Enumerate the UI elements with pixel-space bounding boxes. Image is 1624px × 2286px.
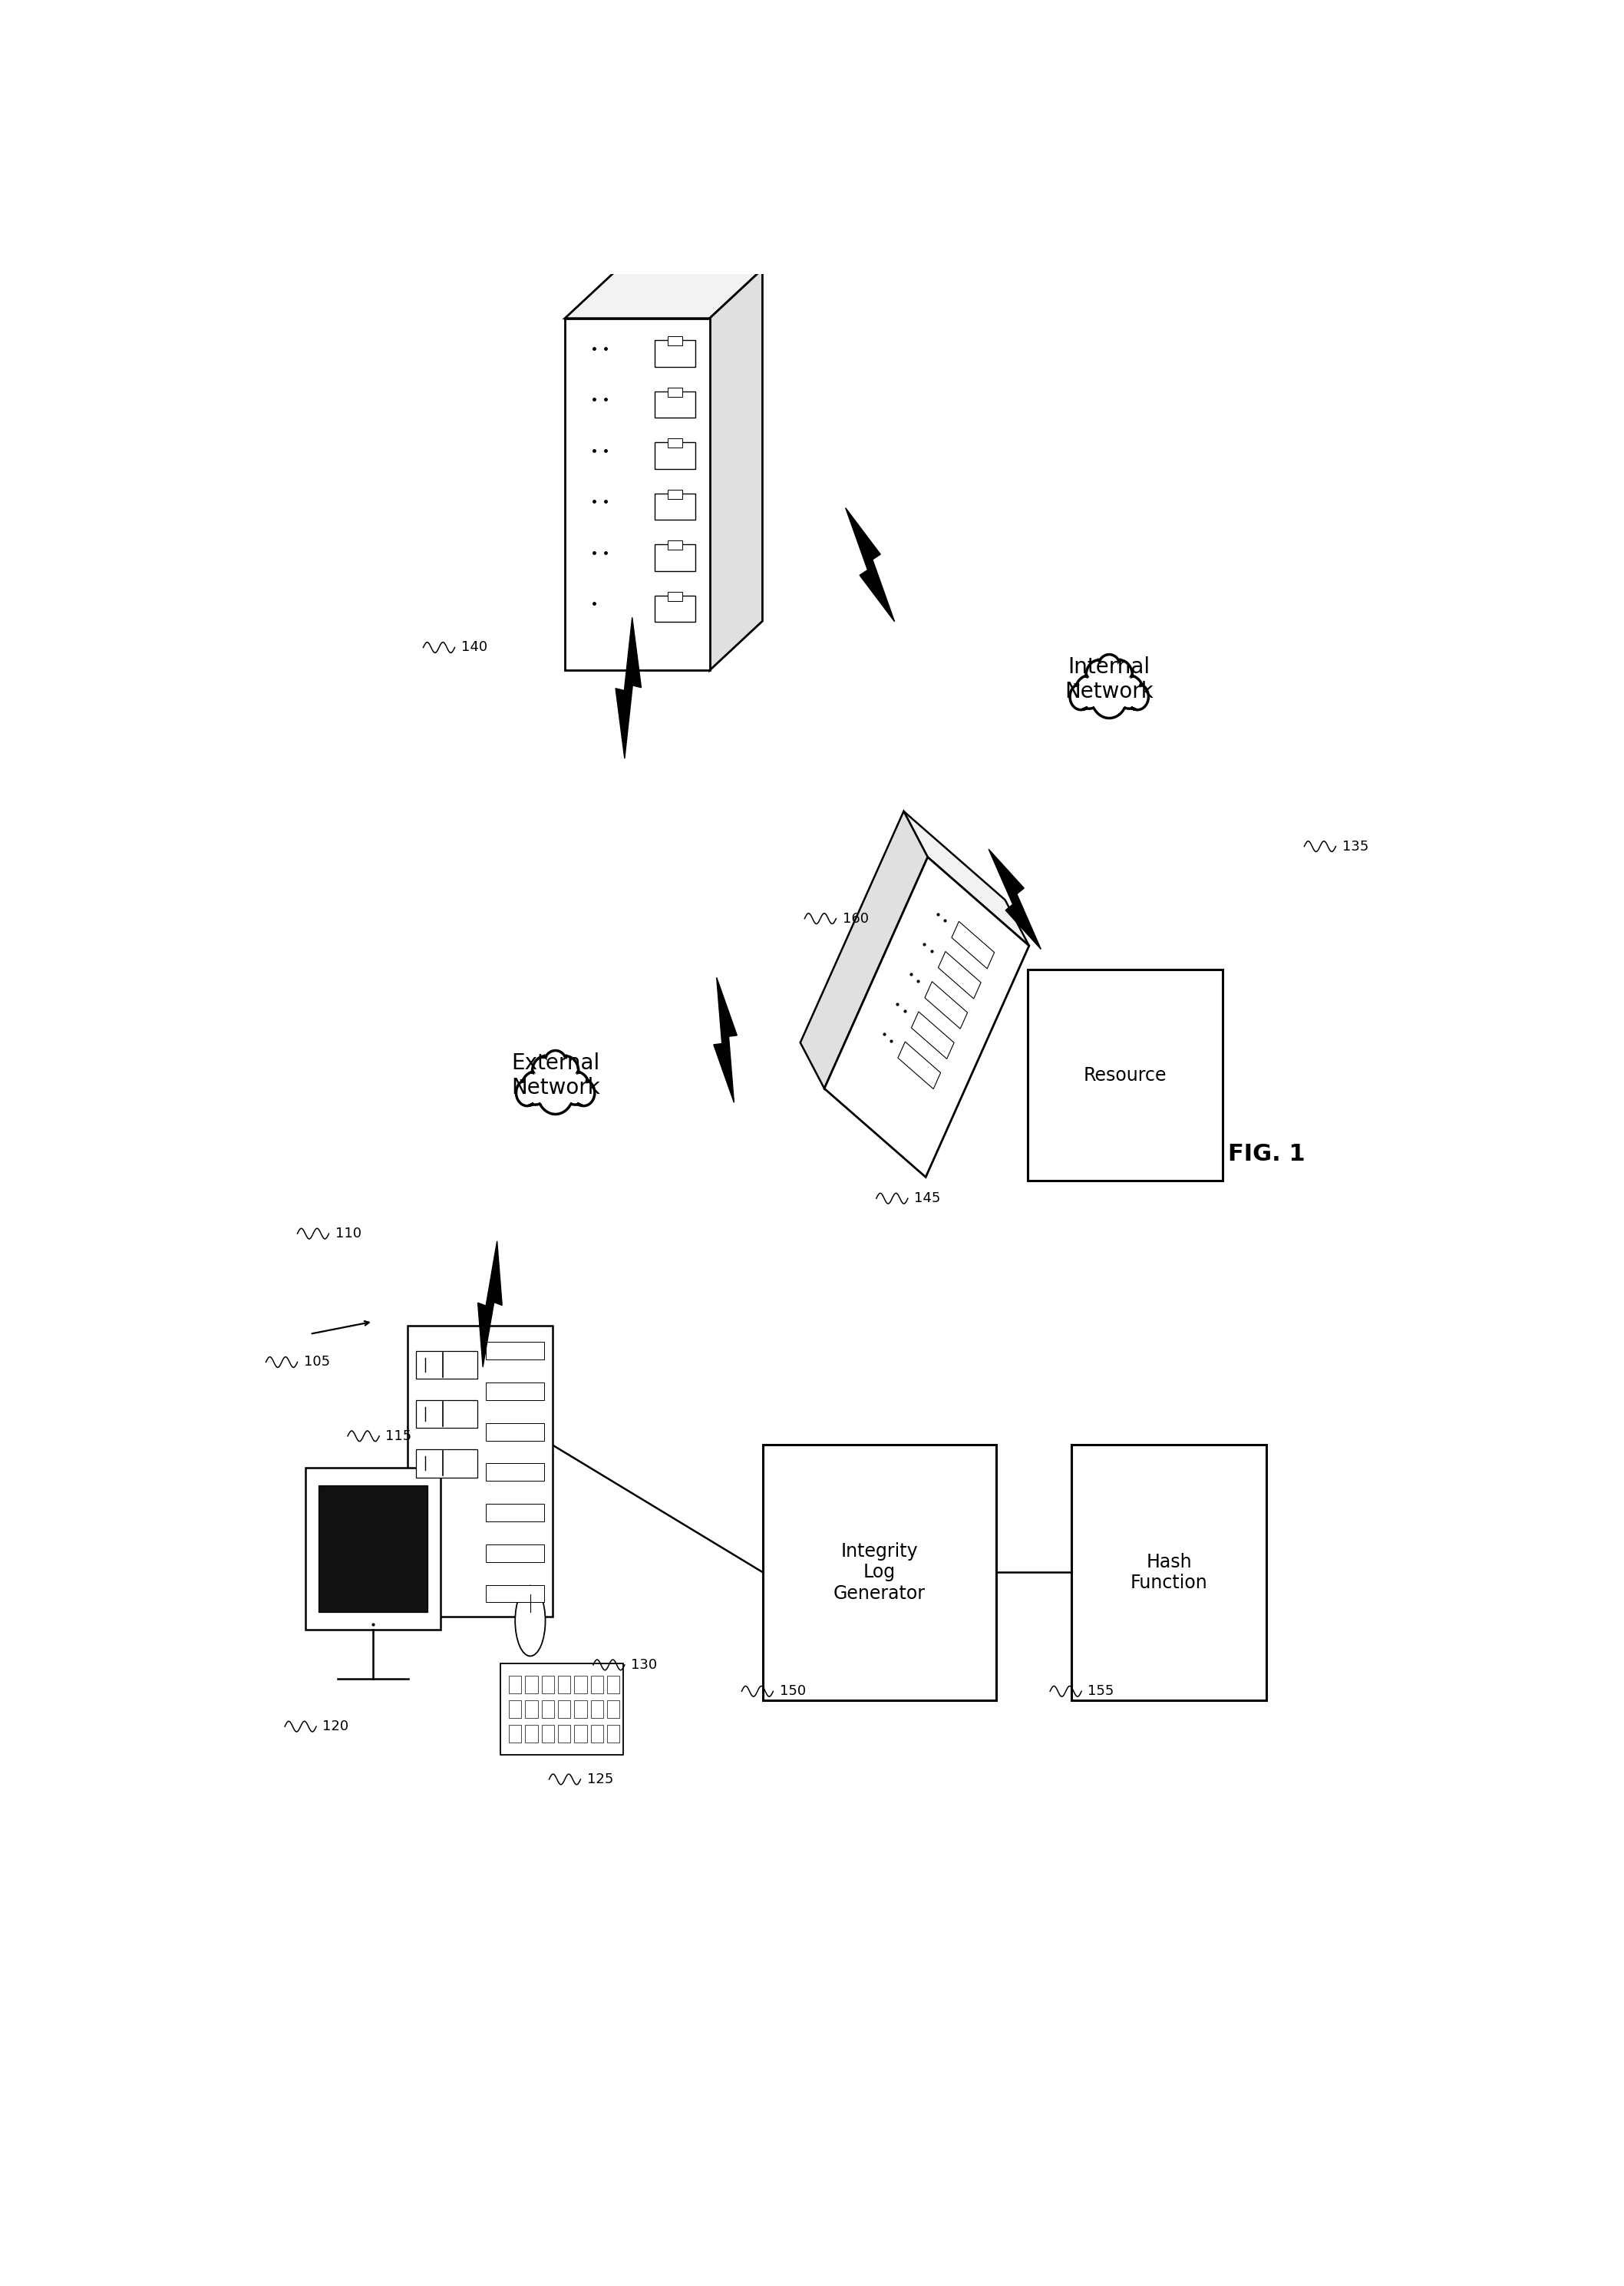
Bar [607,1701,620,1717]
Text: 155: 155 [1088,1685,1114,1698]
Bar [541,1701,554,1717]
Text: Internal
Network: Internal Network [1065,656,1153,702]
Bar [575,1724,586,1742]
Polygon shape [952,921,994,969]
Bar [575,1701,586,1717]
Bar [525,1701,538,1717]
Polygon shape [924,981,968,1029]
Bar [416,1351,477,1378]
Polygon shape [825,857,1030,1177]
Bar [559,1701,570,1717]
Bar [525,1724,538,1742]
Bar [654,544,695,572]
Polygon shape [710,270,762,670]
Bar [486,1463,544,1481]
Ellipse shape [515,1586,546,1655]
Bar [508,1701,521,1717]
Bar [508,1724,521,1742]
Text: 115: 115 [385,1429,412,1442]
Text: 160: 160 [843,912,869,926]
Text: Hash
Function: Hash Function [1130,1552,1208,1593]
Bar [508,1676,521,1694]
Bar [416,1399,477,1429]
Bar [541,1724,554,1742]
Text: 130: 130 [630,1657,658,1671]
Bar [654,443,695,469]
Bar [486,1422,544,1440]
Bar [607,1724,620,1742]
Bar [541,1676,554,1694]
Polygon shape [898,1042,940,1088]
Bar [667,336,682,345]
Bar [305,1468,440,1630]
Bar [654,597,695,622]
Text: 125: 125 [586,1772,614,1785]
Bar [667,539,682,551]
Bar [416,1449,477,1477]
Bar [667,386,682,398]
Bar [667,489,682,498]
Bar [318,1486,427,1612]
Polygon shape [989,848,1041,949]
Polygon shape [477,1241,502,1367]
Text: Resource: Resource [1083,1065,1166,1084]
Polygon shape [615,617,641,759]
Bar [763,1445,996,1701]
Polygon shape [911,1013,953,1058]
Polygon shape [516,1052,594,1113]
Text: 110: 110 [335,1228,361,1241]
Text: 145: 145 [914,1191,940,1205]
Bar [654,341,695,366]
Polygon shape [565,318,710,670]
Bar [559,1676,570,1694]
Bar [667,592,682,601]
Text: Integrity
Log
Generator: Integrity Log Generator [833,1543,926,1602]
Bar [1028,969,1223,1182]
Bar [591,1676,603,1694]
Bar [500,1664,624,1756]
Bar [1072,1445,1267,1701]
Text: 135: 135 [1341,839,1369,853]
Bar [486,1545,544,1561]
Text: 150: 150 [780,1685,806,1698]
Bar [486,1504,544,1522]
Text: External
Network: External Network [512,1052,599,1097]
Bar [486,1342,544,1360]
Bar [654,494,695,519]
Bar [408,1326,552,1616]
Polygon shape [846,507,895,622]
Bar [559,1724,570,1742]
Polygon shape [939,951,981,999]
Bar [486,1383,544,1399]
Bar [591,1701,603,1717]
Polygon shape [903,812,1030,946]
Bar [525,1676,538,1694]
Bar [575,1676,586,1694]
Polygon shape [1070,654,1148,718]
Text: FIG. 1: FIG. 1 [1228,1143,1306,1166]
Bar [486,1584,544,1602]
Polygon shape [801,812,927,1088]
Bar [591,1724,603,1742]
Text: 120: 120 [323,1719,349,1733]
Bar [654,391,695,418]
Bar [607,1676,620,1694]
Text: 140: 140 [461,640,487,654]
Bar [667,439,682,448]
Polygon shape [713,978,737,1102]
Text: 105: 105 [304,1356,330,1369]
Polygon shape [565,270,762,318]
